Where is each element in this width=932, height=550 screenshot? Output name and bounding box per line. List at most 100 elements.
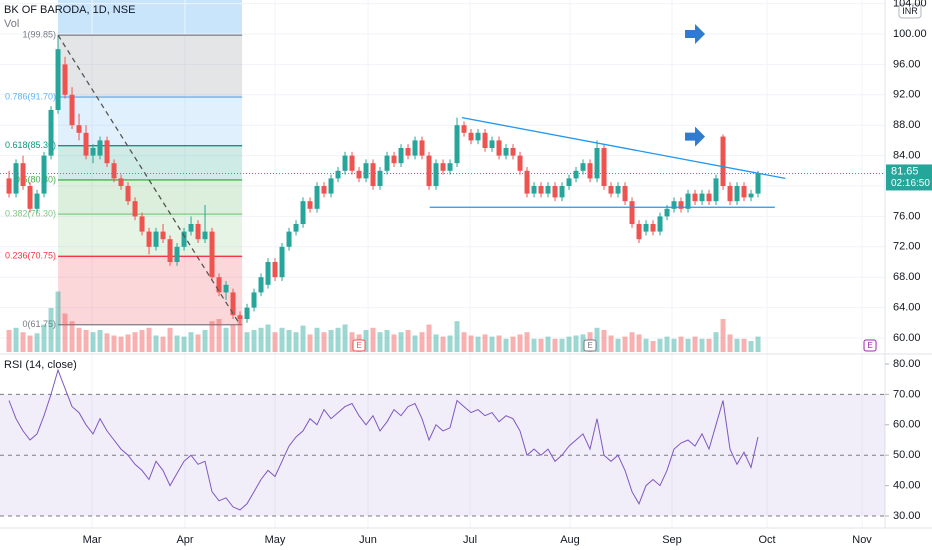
volume-bar — [748, 341, 754, 352]
candle-body — [496, 140, 502, 156]
volume-bar — [146, 327, 152, 352]
volume-bar — [412, 335, 418, 352]
candle-body — [342, 155, 348, 171]
volume-bar — [573, 335, 579, 352]
volume-bar — [27, 335, 33, 352]
volume-bar — [132, 332, 138, 352]
volume-bar — [55, 291, 61, 352]
volume-bar — [195, 334, 201, 352]
candle-body — [20, 163, 26, 186]
volume-bar — [678, 336, 684, 352]
volume-bar — [426, 324, 432, 352]
candle-body — [272, 262, 278, 278]
volume-bar — [272, 332, 278, 352]
x-tick-label: Sep — [662, 534, 682, 546]
volume-bar — [510, 336, 516, 352]
candle-body — [510, 147, 516, 156]
candle-body — [118, 178, 124, 186]
candle-body — [622, 185, 628, 202]
candle-body — [664, 208, 670, 217]
candle-body — [90, 147, 96, 156]
volume-bar — [524, 332, 530, 352]
y-tick-label: 64.00 — [893, 302, 921, 314]
x-tick-label: Jul — [463, 534, 477, 546]
candle-body — [97, 140, 103, 156]
volume-bar — [538, 338, 544, 352]
volume-bar — [90, 332, 96, 352]
candle-body — [69, 94, 75, 126]
candle-body — [608, 185, 614, 194]
volume-bar — [419, 332, 425, 352]
last-price-label: 81.65 — [891, 165, 919, 177]
volume-bar — [125, 334, 131, 352]
volume-bar — [342, 324, 348, 352]
candle-body — [699, 193, 705, 202]
volume-bar — [608, 335, 614, 352]
candle-body — [370, 163, 376, 186]
volume-bar — [335, 327, 341, 352]
candle-body — [111, 163, 117, 179]
volume-bar — [41, 324, 47, 352]
y-tick-label: 104.00 — [893, 0, 927, 9]
grid: 1(99.85) 0.786(91.70) 0.618(85.30) 0.5(80.8… — [0, 0, 885, 528]
volume-bar — [622, 336, 628, 352]
volume-bar — [566, 336, 572, 352]
volume-bar — [349, 332, 355, 352]
candle-body — [461, 125, 467, 133]
candle-body — [265, 262, 271, 285]
volume-bar — [300, 325, 306, 352]
event-label: E — [867, 341, 872, 350]
volume-bar — [433, 334, 439, 352]
fib-label: 0.618(85.30) — [5, 140, 56, 150]
currency-label[interactable]: INR — [902, 6, 918, 16]
volume-bar — [447, 335, 453, 352]
fib-band — [58, 145, 243, 180]
candle-body — [132, 201, 138, 217]
candle-body — [251, 292, 257, 308]
last-price-box — [886, 164, 932, 191]
candle-body — [748, 193, 754, 198]
candle-body — [244, 307, 250, 320]
fib-label: 1(99.85) — [22, 29, 56, 39]
volume-bar — [34, 333, 40, 352]
volume-bar — [496, 335, 502, 352]
candle-body — [237, 315, 243, 320]
volume-bar — [265, 324, 271, 352]
volume-bar — [440, 336, 446, 352]
volume-bar — [461, 332, 467, 352]
candle-body — [643, 224, 649, 232]
candle-body — [377, 170, 383, 186]
volume-bar — [293, 332, 299, 352]
candle-body — [706, 193, 712, 202]
candle-body — [286, 231, 292, 247]
y-tick-label: 76.00 — [893, 210, 921, 222]
main-pane — [6, 35, 761, 352]
volume-bar — [20, 332, 26, 352]
candle-body — [692, 193, 698, 202]
volume-bar — [69, 321, 75, 352]
rsi-title: RSI (14, close) — [4, 359, 77, 371]
volume-bar — [657, 338, 663, 352]
volume-bar — [734, 338, 740, 352]
candle-body — [405, 147, 411, 156]
candle-body — [300, 201, 306, 224]
volume-bar — [615, 338, 621, 352]
candle-body — [384, 155, 390, 171]
currency-badge[interactable] — [898, 3, 922, 19]
x-tick-label: Apr — [176, 534, 193, 546]
x-tick-label: Nov — [852, 534, 872, 546]
volume-bar — [636, 334, 642, 352]
volume-bar — [237, 319, 243, 352]
volume-bar — [517, 334, 523, 352]
candle-body — [440, 163, 446, 171]
volume-bar — [83, 330, 89, 352]
candle-body — [587, 163, 593, 179]
candle-body — [503, 147, 509, 156]
volume-bar — [6, 330, 12, 352]
candle-body — [573, 170, 579, 179]
rsi-tick-label: 70.00 — [893, 388, 921, 400]
candle-body — [356, 170, 362, 179]
volume-bar — [370, 327, 376, 352]
x-tick-label: Oct — [758, 534, 775, 546]
volume-bar — [251, 330, 257, 352]
